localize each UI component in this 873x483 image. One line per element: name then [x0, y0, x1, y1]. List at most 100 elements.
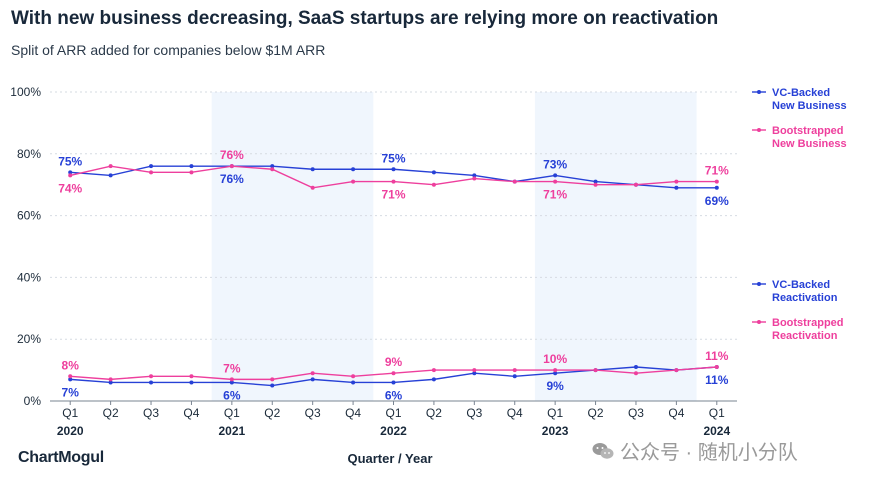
data-point	[593, 368, 598, 373]
data-point	[108, 173, 113, 178]
data-label: 11%	[705, 373, 729, 387]
data-label: 75%	[381, 151, 405, 165]
data-label: 7%	[62, 385, 80, 399]
data-point	[68, 170, 73, 175]
data-point	[351, 167, 356, 172]
x-tick-label: Q1	[62, 406, 78, 420]
data-point	[270, 383, 275, 388]
year-label: 2023	[542, 424, 569, 438]
data-point	[68, 374, 73, 379]
data-point	[714, 179, 719, 184]
data-point	[310, 377, 315, 382]
y-tick-label: 80%	[17, 147, 41, 161]
year-label: 2022	[380, 424, 407, 438]
x-axis-title: Quarter / Year	[347, 451, 432, 466]
data-point	[714, 185, 719, 190]
data-point	[310, 185, 315, 190]
data-point	[189, 380, 194, 385]
x-tick-label: Q1	[709, 406, 725, 420]
data-point	[391, 179, 396, 184]
data-point	[149, 164, 154, 169]
data-point	[472, 173, 477, 178]
data-point	[351, 374, 356, 379]
data-label: 9%	[385, 355, 403, 369]
data-point	[68, 173, 73, 178]
data-point	[108, 377, 113, 382]
data-label: 76%	[220, 148, 244, 162]
data-point	[633, 371, 638, 376]
y-tick-label: 0%	[24, 394, 42, 408]
x-tick-label: Q4	[183, 406, 199, 420]
data-point	[351, 380, 356, 385]
legend-entry-text: VC-Backed	[772, 87, 830, 99]
data-point	[189, 170, 194, 175]
data-point	[431, 368, 436, 373]
data-label: 6%	[223, 388, 241, 402]
data-point	[431, 182, 436, 187]
data-point	[431, 170, 436, 175]
data-label: 8%	[62, 358, 80, 372]
legend-entry-text: New Business	[772, 138, 847, 150]
data-point	[674, 185, 679, 190]
data-point	[512, 374, 517, 379]
data-point	[391, 371, 396, 376]
data-label: 7%	[223, 361, 241, 375]
shaded-band-1	[534, 92, 697, 401]
data-point	[68, 377, 73, 382]
data-point	[472, 176, 477, 181]
y-axis: 0% 20% 40% 60% 80% 100%	[10, 85, 737, 408]
data-point	[189, 164, 194, 169]
data-point	[149, 380, 154, 385]
wechat-icon	[592, 442, 614, 459]
data-point	[149, 374, 154, 379]
x-tick-label: Q2	[264, 406, 280, 420]
data-point	[593, 182, 598, 187]
data-label: 6%	[385, 388, 403, 402]
data-point	[229, 164, 234, 169]
data-label: 71%	[381, 188, 405, 202]
data-label: 74%	[58, 181, 82, 195]
legend-entry-text: Reactivation	[772, 292, 838, 304]
watermark-text: 公众号 · 随机小分队	[620, 442, 798, 464]
y-tick-label: 60%	[17, 209, 41, 223]
legend-entry-text: Bootstrapped	[772, 125, 844, 137]
data-point	[310, 167, 315, 172]
data-point	[229, 380, 234, 385]
x-axis: Q1 Q2 Q3 Q4 Q1 Q2 Q3 Q4 Q1 Q2 Q3 Q4 Q1 Q2 Q3 Q4 Q1 2020 20…	[57, 401, 730, 438]
data-point	[189, 374, 194, 379]
x-tick-label: Q1	[547, 406, 563, 420]
data-point	[553, 371, 558, 376]
data-label: 10%	[543, 352, 567, 366]
data-point	[270, 167, 275, 172]
legend-entry-text: Reactivation	[772, 330, 838, 342]
legend-swatch-dot	[757, 320, 761, 324]
data-point	[270, 164, 275, 169]
y-tick-label: 40%	[17, 270, 41, 284]
year-label: 2020	[57, 424, 84, 438]
data-point	[108, 164, 113, 169]
legend-entry-text: Bootstrapped	[772, 317, 844, 329]
data-label: 75%	[58, 154, 82, 168]
data-point	[593, 179, 598, 184]
x-tick-label: Q3	[466, 406, 482, 420]
x-tick-label: Q4	[345, 406, 361, 420]
series-lines	[68, 164, 719, 388]
x-tick-label: Q4	[668, 406, 684, 420]
shaded-band-0	[211, 92, 374, 401]
x-tick-label: Q1	[224, 406, 240, 420]
data-label: 9%	[546, 379, 564, 393]
data-label: 71%	[543, 188, 567, 202]
data-point	[512, 179, 517, 184]
x-tick-label: Q2	[426, 406, 442, 420]
data-point	[674, 179, 679, 184]
data-point	[674, 368, 679, 373]
y-tick-label: 100%	[10, 85, 41, 99]
shaded-year-bands	[211, 92, 697, 401]
chartmogul-logo: ChartMogul	[18, 449, 104, 466]
data-point	[310, 371, 315, 376]
legend-entry-text: New Business	[772, 100, 847, 112]
data-label: 76%	[220, 172, 244, 186]
data-point	[512, 368, 517, 373]
